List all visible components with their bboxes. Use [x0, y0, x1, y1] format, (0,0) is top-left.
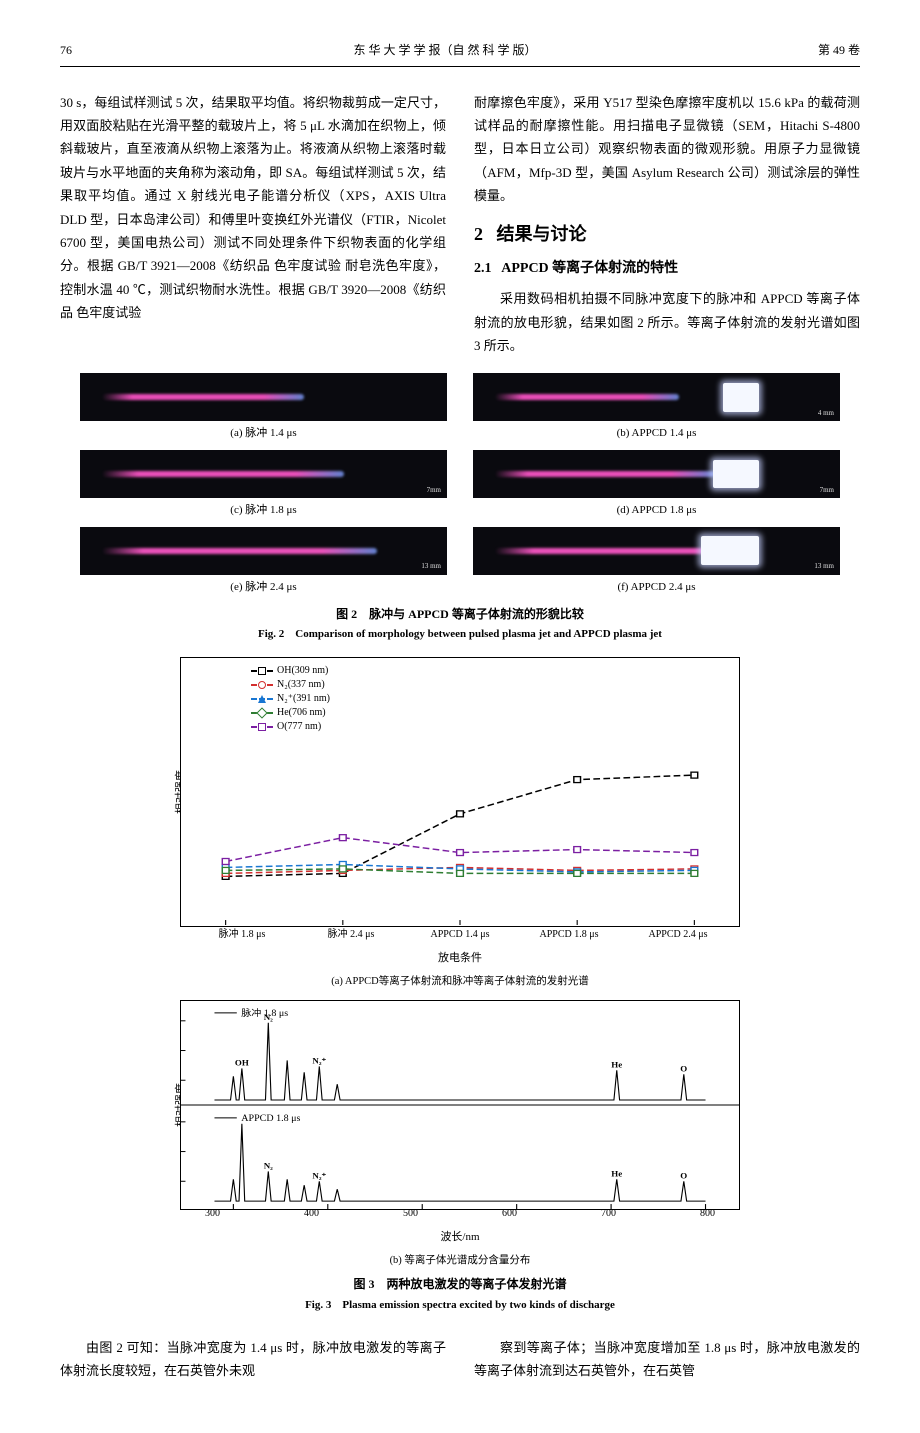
svg-text:脉冲 1.8 μs: 脉冲 1.8 μs	[241, 1007, 288, 1018]
xaxis-tick-label: 400	[304, 1205, 319, 1223]
plasma-jet	[102, 548, 377, 554]
panel-caption: (d) APPCD 1.8 μs	[473, 501, 840, 521]
bottom-columns: 由图 2 可知：当脉冲宽度为 1.4 μs 时，脉冲放电激发的等离子体射流长度较…	[60, 1336, 860, 1383]
chart-b-xlabel: 波长/nm	[180, 1228, 740, 1248]
svg-text:He: He	[611, 1169, 622, 1178]
figure-3: 相对强度 OH(309 nm)N₂(337 nm)N₂⁺(391 nm)He(7…	[180, 657, 740, 1316]
plasma-panel: 4 mm (b) APPCD 1.4 μs	[473, 373, 840, 444]
chart-a-box: OH(309 nm)N₂(337 nm)N₂⁺(391 nm)He(706 nm…	[180, 657, 740, 927]
plasma-panel: 7mm (d) APPCD 1.8 μs	[473, 450, 840, 521]
panel-caption: (b) APPCD 1.4 μs	[473, 424, 840, 444]
plasma-panel: 7mm (c) 脉冲 1.8 μs	[80, 450, 447, 521]
plasma-jet	[102, 471, 344, 477]
plasma-jet	[495, 394, 679, 400]
plasma-panel: 13 mm (f) APPCD 2.4 μs	[473, 527, 840, 598]
plasma-bright-region	[701, 536, 759, 565]
figure-3-caption-en: Fig. 3 Plasma emission spectra excited b…	[180, 1296, 740, 1316]
plasma-bright-region	[723, 383, 759, 412]
right-paragraph-1: 耐摩擦色牢度》，采用 Y517 型染色摩擦牢度机以 15.6 kPa 的载荷测试…	[474, 91, 860, 208]
xaxis-tick-label: APPCD 1.8 μs	[536, 926, 602, 944]
xaxis-tick-label: 300	[205, 1205, 220, 1223]
bottom-right: 察到等离子体；当脉冲宽度增加至 1.8 μs 时，脉冲放电激发的等离子体射流到达…	[474, 1336, 860, 1383]
plasma-bright-region	[713, 460, 759, 489]
xaxis-tick-label: 500	[403, 1205, 418, 1223]
scale-label: 13 mm	[812, 560, 836, 573]
chart-a-xlabel: 放电条件	[180, 949, 740, 969]
chart-a-xaxis: 脉冲 1.8 μs 脉冲 2.4 μs APPCD 1.4 μs APPCD 1.8 …	[181, 926, 739, 944]
figure-2-grid: (a) 脉冲 1.4 μs 4 mm (b) APPCD 1.4 μs 7mm (c) …	[80, 373, 840, 597]
right-paragraph-2: 采用数码相机拍摄不同脉冲宽度下的脉冲和 APPCD 等离子体射流的放电形貌，结果…	[474, 287, 860, 357]
section-title-text: 结果与讨论	[497, 224, 587, 244]
page-number: 76	[60, 40, 72, 62]
xaxis-tick-label: 700	[601, 1205, 616, 1223]
svg-text:N₂⁺: N₂⁺	[312, 1056, 326, 1065]
svg-text:OH: OH	[235, 1058, 249, 1067]
plasma-panel: 13 mm (e) 脉冲 2.4 μs	[80, 527, 447, 598]
plasma-image: 4 mm	[473, 373, 840, 421]
svg-text:O: O	[680, 1171, 687, 1180]
plasma-image: 13 mm	[80, 527, 447, 575]
plasma-image: 7mm	[80, 450, 447, 498]
xaxis-tick-label: 800	[700, 1205, 715, 1223]
figure-2-caption-cn: 图 2 脉冲与 APPCD 等离子体射流的形貌比较	[60, 604, 860, 626]
section-2-heading: 2 结果与讨论	[474, 218, 860, 250]
plasma-image	[80, 373, 447, 421]
svg-text:N₂: N₂	[264, 1161, 274, 1170]
plasma-image: 7mm	[473, 450, 840, 498]
panel-caption: (e) 脉冲 2.4 μs	[80, 578, 447, 598]
chart-b-box: OHN₂N₂⁺HeON₂N₂⁺HeO脉冲 1.8 μsAPPCD 1.8 μs …	[180, 1000, 740, 1210]
svg-text:He: He	[611, 1060, 622, 1069]
chart-b-subcaption: (b) 等离子体光谱成分含量分布	[180, 1252, 740, 1271]
xaxis-tick-label: 脉冲 1.8 μs	[209, 926, 275, 944]
right-column: 耐摩擦色牢度》，采用 Y517 型染色摩擦牢度机以 15.6 kPa 的载荷测试…	[474, 91, 860, 358]
svg-text:O: O	[680, 1064, 687, 1073]
bottom-left: 由图 2 可知：当脉冲宽度为 1.4 μs 时，脉冲放电激发的等离子体射流长度较…	[60, 1336, 446, 1383]
page-header: 76 东 华 大 学 学 报（自 然 科 学 版） 第 49 卷	[60, 40, 860, 67]
chart-a-subcaption: (a) APPCD等离子体射流和脉冲等离子体射流的发射光谱	[180, 973, 740, 992]
panel-caption: (c) 脉冲 1.8 μs	[80, 501, 447, 521]
xaxis-tick-label: 600	[502, 1205, 517, 1223]
subsection-number: 2.1	[474, 261, 492, 276]
scale-label: 7mm	[425, 484, 443, 497]
section-number: 2	[474, 224, 483, 244]
subsection-title-text: APPCD 等离子体射流的特性	[501, 261, 678, 276]
left-paragraph: 30 s，每组试样测试 5 次，结果取平均值。将织物裁剪成一定尺寸，用双面胶粘贴…	[60, 91, 446, 325]
left-column: 30 s，每组试样测试 5 次，结果取平均值。将织物裁剪成一定尺寸，用双面胶粘贴…	[60, 91, 446, 358]
chart-a-plot	[181, 658, 739, 926]
figure-2-caption-en: Fig. 2 Comparison of morphology between …	[60, 625, 860, 645]
volume: 第 49 卷	[818, 40, 860, 62]
svg-text:APPCD 1.8 μs: APPCD 1.8 μs	[241, 1114, 301, 1123]
chart-b-xaxis: 300 400 500 600 700 800	[181, 1205, 739, 1223]
plasma-jet	[102, 394, 304, 400]
plasma-image: 13 mm	[473, 527, 840, 575]
scale-label: 4 mm	[816, 407, 836, 420]
xaxis-tick-label: APPCD 1.4 μs	[427, 926, 493, 944]
svg-text:N₂⁺: N₂⁺	[312, 1171, 326, 1180]
xaxis-tick-label: APPCD 2.4 μs	[645, 926, 711, 944]
plasma-jet	[495, 471, 715, 477]
journal-title: 东 华 大 学 学 报（自 然 科 学 版）	[353, 40, 536, 62]
panel-caption: (f) APPCD 2.4 μs	[473, 578, 840, 598]
subsection-2-1-heading: 2.1 APPCD 等离子体射流的特性	[474, 256, 860, 281]
figure-3-caption-cn: 图 3 两种放电激发的等离子体发射光谱	[180, 1274, 740, 1296]
scale-label: 13 mm	[419, 560, 443, 573]
panel-caption: (a) 脉冲 1.4 μs	[80, 424, 447, 444]
chart-b-plot: OHN₂N₂⁺HeON₂N₂⁺HeO脉冲 1.8 μsAPPCD 1.8 μs	[181, 1001, 739, 1209]
plasma-panel: (a) 脉冲 1.4 μs	[80, 373, 447, 444]
xaxis-tick-label: 脉冲 2.4 μs	[318, 926, 384, 944]
body-columns: 30 s，每组试样测试 5 次，结果取平均值。将织物裁剪成一定尺寸，用双面胶粘贴…	[60, 91, 860, 358]
scale-label: 7mm	[818, 484, 836, 497]
